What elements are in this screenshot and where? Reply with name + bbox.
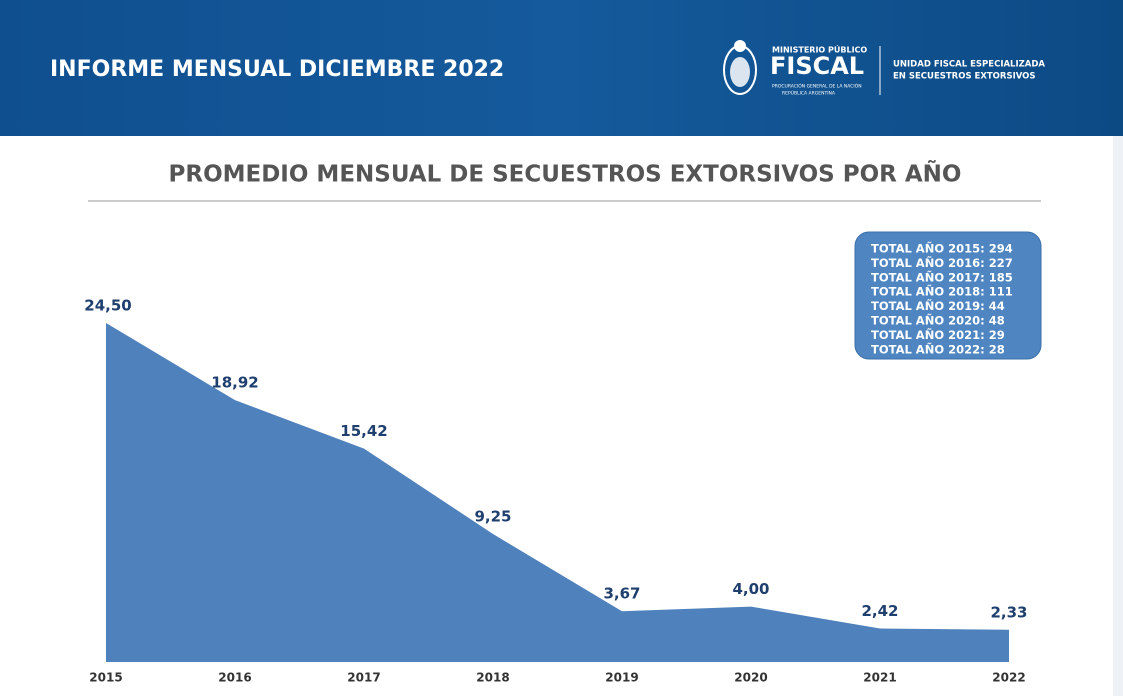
- total-line: TOTAL AÑO 2021: 29: [871, 327, 1005, 342]
- total-line: TOTAL AÑO 2020: 48: [871, 313, 1005, 328]
- x-tick-label: 2015: [89, 671, 122, 685]
- value-label: 18,92: [211, 374, 258, 392]
- header-title: INFORME MENSUAL DICIEMBRE 2022: [50, 57, 504, 82]
- value-label: 9,25: [474, 507, 511, 525]
- logo-main: FISCAL: [770, 52, 864, 80]
- x-tick-label: 2020: [734, 671, 767, 685]
- total-line: TOTAL AÑO 2022: 28: [871, 341, 1005, 356]
- value-label: 2,42: [861, 602, 898, 620]
- value-label: 2,33: [990, 603, 1027, 621]
- value-label: 4,00: [732, 580, 769, 598]
- area: [106, 322, 1009, 662]
- value-label: 15,42: [340, 422, 387, 440]
- x-tick-label: 2017: [347, 671, 380, 685]
- logo-sub: PROCURACIÓN GENERAL DE LA NACIÓN: [772, 83, 862, 90]
- total-line: TOTAL AÑO 2015: 294: [871, 241, 1013, 256]
- x-tick-label: 2021: [863, 671, 896, 685]
- value-label: 3,67: [603, 585, 640, 603]
- logo-top: MINISTERIO PÚBLICO: [772, 44, 867, 55]
- x-tick-label: 2018: [476, 671, 509, 685]
- value-label: 24,50: [84, 296, 131, 314]
- totals-box: [854, 231, 1042, 360]
- x-tick-label: 2022: [992, 671, 1025, 685]
- total-line: TOTAL AÑO 2019: 44: [871, 298, 1005, 313]
- total-line: TOTAL AÑO 2018: 111: [871, 284, 1013, 299]
- logo-sub: REPÚBLICA ARGENTINA: [782, 90, 836, 97]
- logo-emblem: [723, 40, 757, 95]
- total-line: TOTAL AÑO 2016: 227: [871, 255, 1013, 270]
- total-line: TOTAL AÑO 2017: 185: [871, 269, 1013, 284]
- unit-name: EN SECUESTROS EXTORSIVOS: [893, 72, 1036, 82]
- chart-title: PROMEDIO MENSUAL DE SECUESTROS EXTORSIVO…: [169, 160, 962, 188]
- header-bar: [0, 0, 1123, 136]
- x-tick-label: 2016: [218, 671, 251, 685]
- unit-name: UNIDAD FISCAL ESPECIALIZADA: [893, 60, 1045, 70]
- scroll-edge: [1113, 136, 1123, 696]
- x-tick-label: 2019: [605, 671, 638, 685]
